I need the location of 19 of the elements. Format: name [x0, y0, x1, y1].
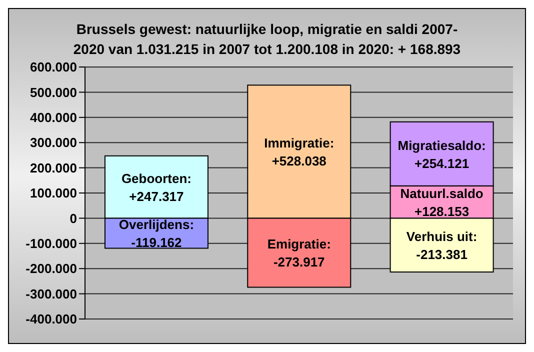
- y-tick-label: 200.000: [30, 160, 77, 176]
- y-tick-label: 500.000: [30, 84, 77, 100]
- y-tick-label: 600.000: [30, 60, 77, 75]
- y-tick-label: -400.000: [26, 312, 77, 327]
- data-label: Natuurl.saldo +128.153: [400, 186, 484, 219]
- data-label: Verhuis uit: -213.381: [406, 228, 478, 262]
- chart-title: Brussels gewest: natuurlijke loop, migratie en saldi 2007- 2020 van 1.031.215 in 2007 tot 1.200.108 in 2020: + 168.893: [72, 20, 462, 59]
- y-tick-label: -200.000: [26, 261, 77, 276]
- data-label: Emigratie: -273.917: [267, 236, 331, 270]
- data-label: Immigratie: +528.038: [264, 135, 334, 168]
- y-tick-label: -100.000: [26, 236, 77, 252]
- y-tick-label: 300.000: [30, 135, 77, 150]
- data-label: Overlijdens: -119.162: [118, 216, 194, 250]
- data-label: Migratiesaldo: +254.121: [398, 137, 486, 170]
- y-tick-label: 400.000: [30, 110, 77, 126]
- y-tick-label: -300.000: [26, 286, 77, 302]
- y-tick-label: 100.000: [30, 186, 77, 201]
- y-tick-label: 0: [70, 210, 77, 226]
- data-label: Geboorten: +247.317: [121, 170, 192, 204]
